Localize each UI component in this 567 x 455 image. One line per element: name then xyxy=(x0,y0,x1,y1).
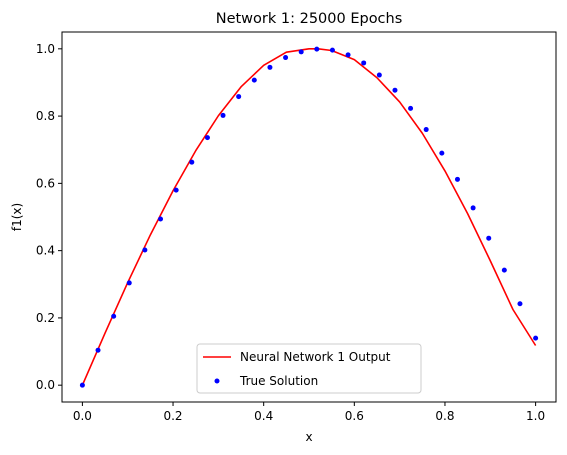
true-solution-point xyxy=(236,94,242,100)
y-axis-ticks: 0.0 0.2 0.4 0.6 0.8 1.0 xyxy=(36,42,62,392)
y-tick-label: 0.2 xyxy=(36,311,55,325)
true-solution-point xyxy=(454,176,460,182)
true-solution-point xyxy=(173,187,179,193)
true-solution-point xyxy=(392,87,398,93)
x-tick-label: 0.6 xyxy=(345,409,364,423)
y-tick-label: 1.0 xyxy=(36,42,55,56)
true-solution-point xyxy=(95,347,101,353)
x-tick-label: 1.0 xyxy=(526,409,545,423)
true-solution-point xyxy=(329,47,335,53)
y-tick-label: 0.8 xyxy=(36,109,55,123)
true-solution-point xyxy=(79,382,85,388)
true-solution-point xyxy=(283,55,289,61)
true-solution-point xyxy=(220,112,226,118)
series-line-nn-output xyxy=(81,48,537,386)
legend-label-true-solution: True Solution xyxy=(239,374,318,388)
true-solution-point xyxy=(158,216,164,222)
y-axis-label: f1(x) xyxy=(10,203,24,231)
y-tick-label: 0.0 xyxy=(36,378,55,392)
legend: Neural Network 1 Output True Solution xyxy=(196,343,422,394)
true-solution-point xyxy=(298,49,304,55)
true-solution-point xyxy=(189,159,195,165)
x-axis-label: x xyxy=(305,430,312,444)
true-solution-point xyxy=(204,135,210,141)
x-tick-label: 0.8 xyxy=(435,409,454,423)
true-solution-point xyxy=(142,247,148,253)
true-solution-point xyxy=(486,235,492,241)
true-solution-point xyxy=(267,64,273,70)
true-solution-point xyxy=(517,301,523,307)
chart-title: Network 1: 25000 Epochs xyxy=(216,11,403,27)
true-solution-point xyxy=(470,205,476,211)
x-axis-ticks: 0.0 0.2 0.4 0.6 0.8 1.0 xyxy=(73,402,545,423)
true-solution-point xyxy=(376,72,382,78)
x-tick-label: 0.0 xyxy=(73,409,92,423)
true-solution-point xyxy=(126,280,132,286)
y-tick-label: 0.4 xyxy=(36,244,55,258)
plot-area xyxy=(79,46,539,388)
true-solution-point xyxy=(423,127,429,133)
x-tick-label: 0.4 xyxy=(254,409,273,423)
true-solution-point xyxy=(533,335,539,341)
legend-marker-swatch xyxy=(214,378,220,384)
x-tick-label: 0.2 xyxy=(163,409,182,423)
true-solution-point xyxy=(501,267,507,273)
legend-label-nn-output: Neural Network 1 Output xyxy=(240,350,391,364)
plot-frame xyxy=(61,31,557,403)
true-solution-point xyxy=(111,313,117,319)
y-tick-label: 0.6 xyxy=(36,176,55,190)
true-solution-point xyxy=(314,46,320,52)
true-solution-point xyxy=(439,150,445,156)
true-solution-point xyxy=(345,52,351,58)
true-solution-point xyxy=(361,60,367,66)
true-solution-point xyxy=(251,77,257,83)
legend-box xyxy=(196,343,422,394)
true-solution-point xyxy=(408,105,414,111)
